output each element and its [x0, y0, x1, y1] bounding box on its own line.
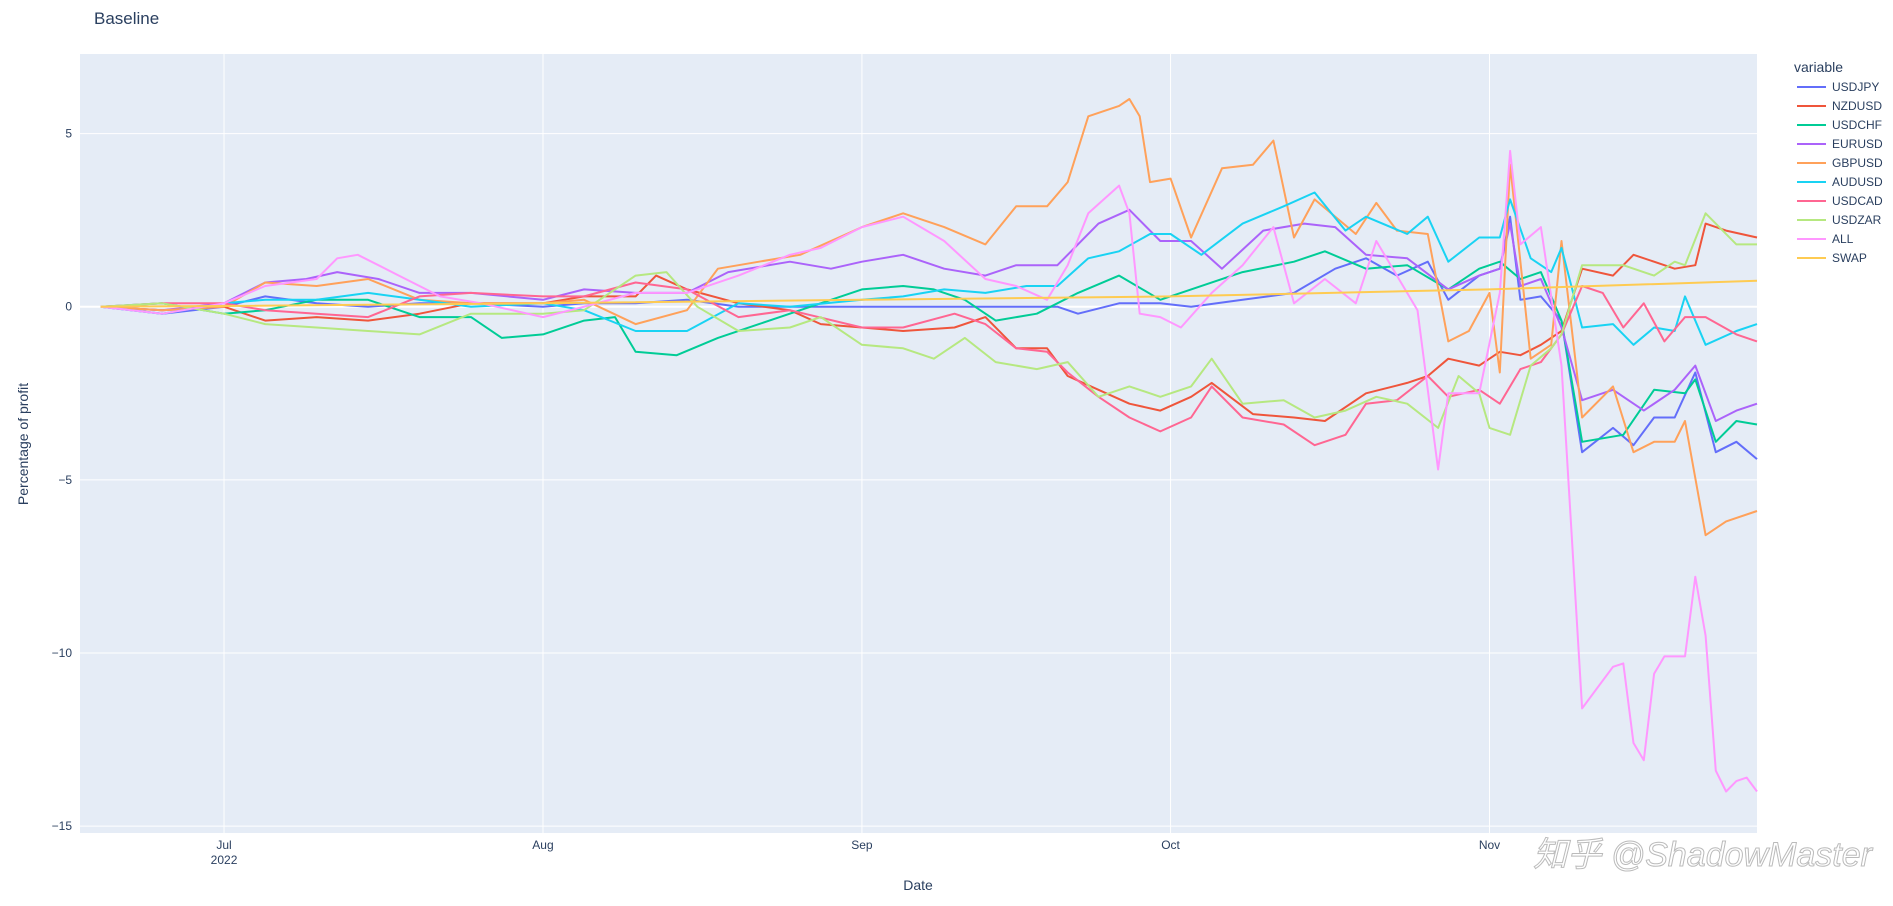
series-lines	[100, 98, 1758, 793]
legend-title: variable	[1794, 59, 1843, 75]
y-tick-label: 5	[65, 127, 72, 141]
y-axis-ticks: 5 0 −5 −10 −15	[52, 127, 73, 833]
x-axis-label: Date	[903, 877, 933, 893]
x-tick-label: Aug	[532, 838, 553, 852]
legend-item-gbpusd[interactable]: GBPUSD	[1832, 156, 1883, 170]
legend-item-nzdusd[interactable]: NZDUSD	[1832, 99, 1882, 113]
legend-item-usdzar[interactable]: USDZAR	[1832, 213, 1882, 227]
legend-item-usdcad[interactable]: USDCAD	[1832, 194, 1883, 208]
legend-item-all[interactable]: ALL	[1832, 232, 1854, 246]
x-tick-label: Sep	[851, 838, 873, 852]
series-line-usdchf	[100, 250, 1758, 443]
series-line-usdzar	[100, 212, 1757, 436]
y-tick-label: 0	[65, 300, 72, 314]
legend-item-usdchf[interactable]: USDCHF	[1832, 118, 1882, 132]
y-tick-label: −15	[52, 819, 73, 833]
legend-item-usdjpy[interactable]: USDJPY	[1832, 80, 1879, 94]
legend-item-eurusd[interactable]: EURUSD	[1832, 137, 1883, 151]
legend: variable USDJPY NZDUSD USDCHF EURUSD GBPUSD A…	[1794, 59, 1883, 265]
series-line-gbpusd	[100, 98, 1758, 537]
legend-item-swap[interactable]: SWAP	[1832, 251, 1867, 265]
watermark: 知乎 @ShadowMaster	[1533, 836, 1873, 874]
y-tick-label: −10	[52, 646, 73, 660]
legend-item-audusd[interactable]: AUDUSD	[1832, 175, 1883, 189]
chart-title: Baseline	[94, 9, 159, 28]
x-tick-sublabel: 2022	[211, 853, 238, 867]
y-tick-label: −5	[58, 473, 72, 487]
series-line-swap	[100, 279, 1758, 308]
x-tick-label: Oct	[1161, 838, 1180, 852]
series-line-all	[100, 149, 1758, 793]
x-tick-label: Nov	[1479, 838, 1500, 852]
plot-area	[80, 54, 1757, 833]
x-tick-label: Jul	[216, 838, 231, 852]
y-axis-label: Percentage of profit	[15, 383, 31, 505]
series-line-eurusd	[100, 208, 1758, 422]
